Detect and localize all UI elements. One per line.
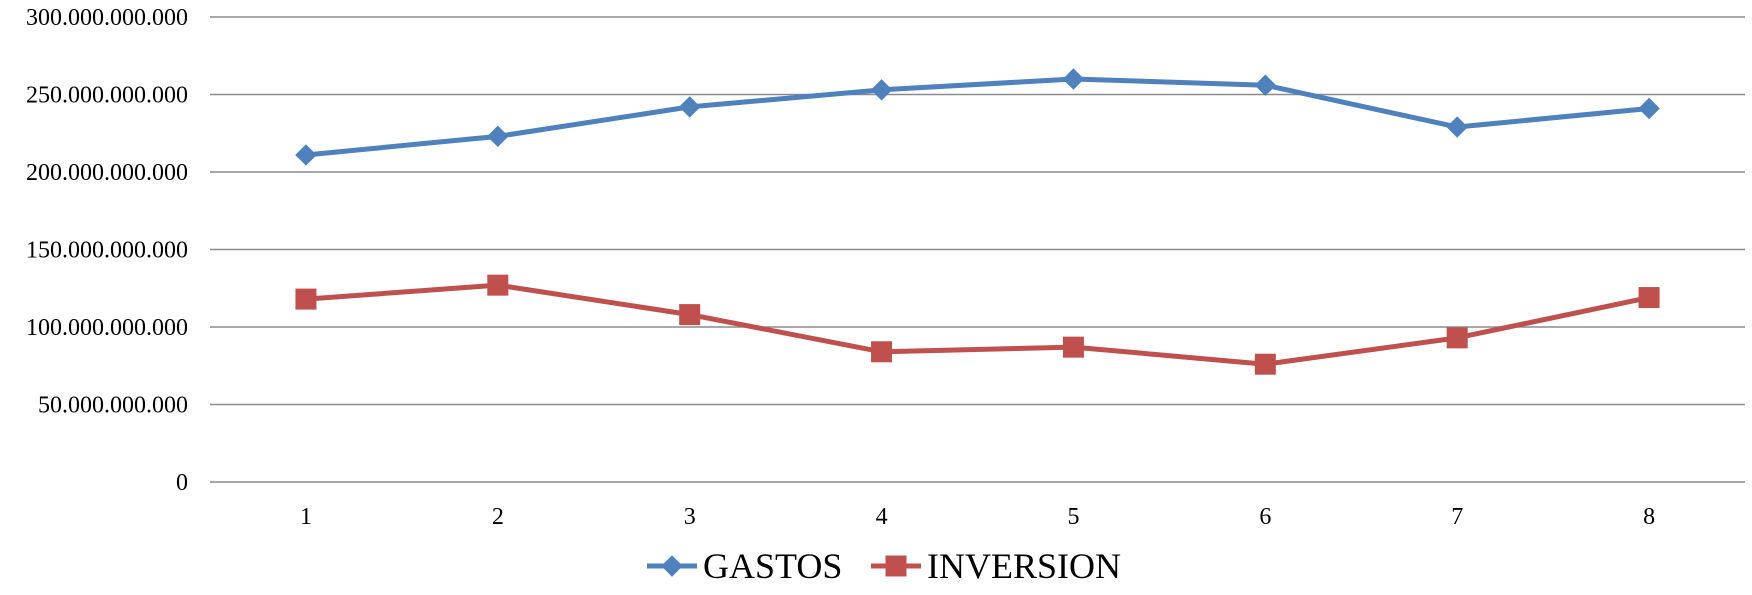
x-tick-label: 4 bbox=[876, 504, 888, 530]
data-point-gastos bbox=[1062, 68, 1085, 90]
x-tick-label: 1 bbox=[300, 504, 312, 530]
data-point-inversion bbox=[295, 288, 317, 310]
data-point-gastos bbox=[1254, 74, 1277, 96]
gridlines bbox=[210, 16, 1745, 483]
y-tick-label: 300.000.000.000 bbox=[26, 5, 188, 31]
series-group bbox=[295, 68, 1660, 375]
y-tick-label: 100.000.000.000 bbox=[26, 315, 188, 341]
data-point-gastos bbox=[678, 96, 701, 118]
data-point-inversion bbox=[679, 304, 701, 326]
x-tick-label: 6 bbox=[1259, 504, 1271, 530]
data-point-inversion bbox=[1254, 353, 1276, 375]
data-point-inversion bbox=[1638, 287, 1660, 309]
data-point-gastos bbox=[1638, 97, 1660, 120]
data-point-gastos bbox=[487, 125, 509, 148]
legend-marker bbox=[661, 555, 683, 577]
y-axis: 0 50.000.000.000 100.000.000.000 150.000.00… bbox=[26, 5, 188, 496]
data-point-inversion bbox=[487, 274, 509, 296]
series-inversion bbox=[295, 274, 1660, 375]
x-tick-label: 8 bbox=[1643, 504, 1655, 530]
data-point-inversion bbox=[871, 341, 893, 363]
legend-marker bbox=[885, 555, 907, 577]
legend-item-inversion: INVERSION bbox=[871, 546, 1121, 586]
legend-item-gastos: GASTOS bbox=[647, 546, 842, 586]
x-tick-label: 7 bbox=[1451, 504, 1463, 530]
data-point-gastos bbox=[295, 144, 317, 166]
legend-label: GASTOS bbox=[703, 546, 842, 586]
data-point-inversion bbox=[1062, 336, 1084, 358]
y-tick-label: 50.000.000.000 bbox=[38, 393, 188, 419]
series-gastos bbox=[295, 68, 1660, 166]
data-point-gastos bbox=[870, 79, 893, 101]
x-tick-label: 2 bbox=[492, 504, 504, 530]
x-axis: 1 2 3 4 5 6 7 8 bbox=[300, 504, 1655, 530]
x-tick-label: 3 bbox=[684, 504, 696, 530]
legend: GASTOS INVERSION bbox=[647, 546, 1121, 586]
series-line-inversion bbox=[303, 282, 1652, 367]
data-point-gastos bbox=[1446, 116, 1468, 138]
y-tick-label: 200.000.000.000 bbox=[26, 160, 188, 186]
series-line-gastos bbox=[303, 76, 1652, 158]
data-point-inversion bbox=[1446, 327, 1468, 349]
y-tick-label: 0 bbox=[176, 470, 188, 496]
y-tick-label: 250.000.000.000 bbox=[26, 83, 188, 109]
legend-label: INVERSION bbox=[927, 546, 1121, 586]
y-tick-label: 150.000.000.000 bbox=[26, 238, 188, 264]
x-tick-label: 5 bbox=[1067, 504, 1079, 530]
